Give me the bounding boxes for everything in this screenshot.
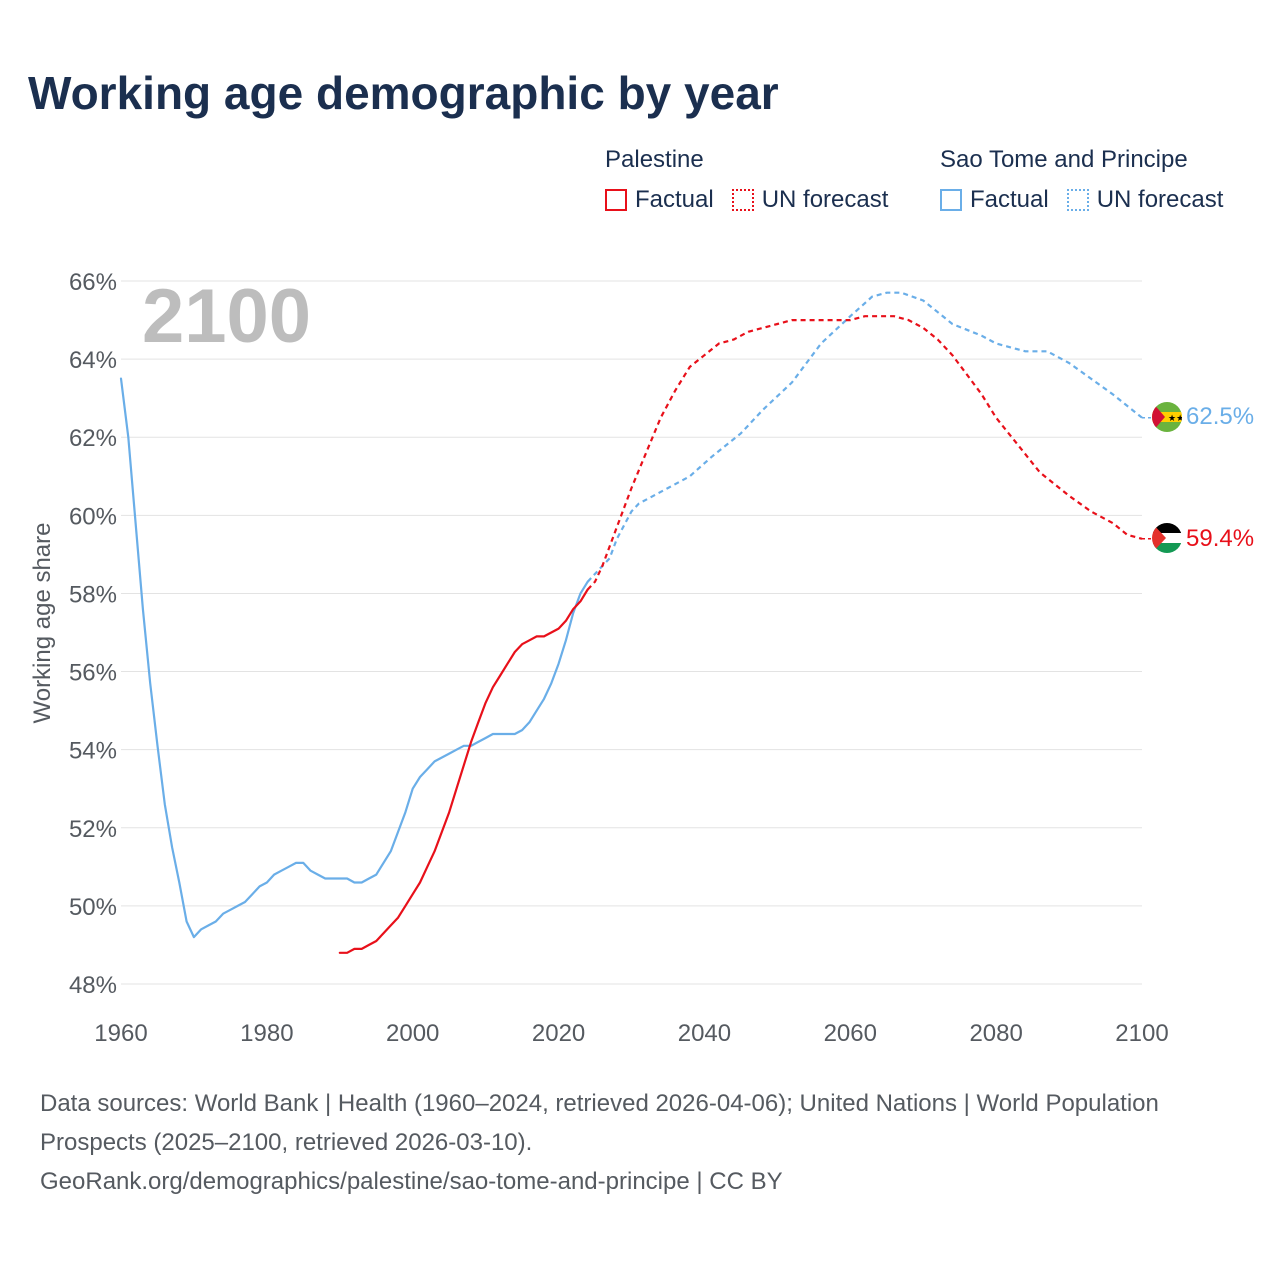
legend-item-palestine-forecast[interactable]: UN forecast: [731, 186, 889, 214]
x-tick-label: 2000: [386, 1020, 439, 1047]
legend-item-stp-factual[interactable]: Factual: [940, 186, 1049, 214]
end-label-sao-tome: 62.5%: [1186, 403, 1254, 430]
series-lines: [119, 291, 1152, 954]
svg-text:★★: ★★: [1168, 413, 1184, 423]
y-tick-label: 48%: [69, 972, 117, 999]
x-tick-label: 2040: [678, 1020, 731, 1047]
legend-label: UN forecast: [1096, 186, 1224, 213]
year-label: 2100: [142, 274, 311, 359]
y-tick-label: 56%: [69, 660, 117, 687]
legend-label: Factual: [635, 186, 714, 213]
y-tick-label: 64%: [69, 347, 117, 374]
footer: Data sources: World Bank | Health (1960–…: [40, 1084, 1190, 1201]
series-line-sao-tome-and-principe-forecast: [586, 291, 1143, 583]
x-tick-label: 1980: [240, 1020, 293, 1047]
y-tick-label: 60%: [69, 503, 117, 530]
legend-item-palestine-factual[interactable]: Factual: [605, 186, 714, 214]
legend-label: UN forecast: [761, 186, 889, 213]
data-sources-text: Data sources: World Bank | Health (1960–…: [40, 1090, 1159, 1156]
legend-item-stp-forecast[interactable]: UN forecast: [1066, 186, 1224, 214]
x-tick-label: 2100: [1115, 1020, 1168, 1047]
attribution-link[interactable]: GeoRank.org/demographics/palestine/sao-t…: [40, 1168, 783, 1195]
y-tick-label: 52%: [69, 816, 117, 843]
gridlines: [121, 280, 1142, 985]
series-line-palestine-factual: [338, 588, 589, 954]
legend-swatch-factual-icon: [605, 189, 627, 211]
legend-group-name: Palestine: [605, 146, 704, 173]
x-tick-label: 2080: [969, 1020, 1022, 1047]
y-tick-label: 62%: [69, 425, 117, 452]
legend-swatch-factual-icon: [940, 189, 962, 211]
x-tick-label: 1960: [94, 1020, 147, 1047]
x-tick-label: 2060: [824, 1020, 877, 1047]
y-tick-label: 66%: [69, 269, 117, 296]
y-axis: 48% 50% 52% 54% 56% 58% 60% 62% 64% 66%: [69, 269, 117, 999]
palestine-flag-icon: [1152, 523, 1182, 553]
chart-title: Working age demographic by year: [28, 67, 779, 119]
line-chart: 2100 48% 50% 52% 54% 56% 58% 60% 62% 64% 66% 1960…: [29, 269, 1254, 1047]
y-tick-label: 58%: [69, 581, 117, 608]
legend-swatch-forecast-icon: [731, 189, 754, 211]
series-line-sao-tome-and-principe-factual: [119, 377, 589, 939]
legend-swatch-forecast-icon: [1066, 189, 1089, 211]
y-tick-label: 54%: [69, 738, 117, 765]
legend-label: Factual: [970, 186, 1049, 213]
legend-group-stp: Sao Tome and Principe Factual UN forecas…: [940, 146, 1223, 214]
series-line-palestine-forecast: [586, 315, 1143, 591]
y-axis-label: Working age share: [29, 523, 56, 724]
sao-tome-flag-icon: ★★: [1152, 402, 1184, 432]
end-label-palestine: 59.4%: [1186, 525, 1254, 552]
x-tick-label: 2020: [532, 1020, 585, 1047]
legend-group-name: Sao Tome and Principe: [940, 146, 1188, 173]
y-tick-label: 50%: [69, 894, 117, 921]
legend-group-palestine: Palestine Factual UN forecast: [605, 146, 888, 214]
x-axis: 1960 1980 2000 2020 2040 2060 2080 2100: [94, 1020, 1168, 1047]
